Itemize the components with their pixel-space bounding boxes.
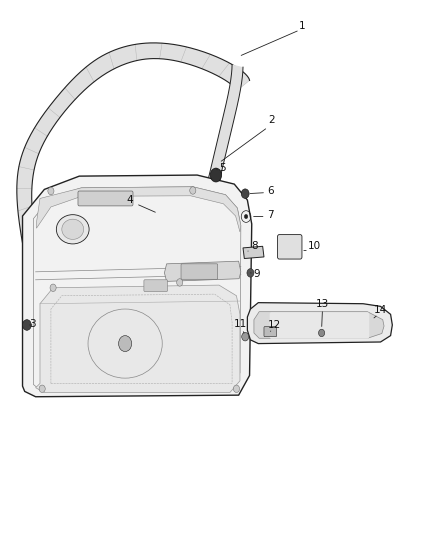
Text: 14: 14 — [374, 305, 387, 315]
Circle shape — [22, 320, 31, 330]
Circle shape — [202, 208, 208, 216]
Circle shape — [242, 333, 249, 341]
Ellipse shape — [62, 219, 84, 239]
Text: 4: 4 — [126, 195, 133, 205]
Polygon shape — [164, 261, 241, 281]
FancyBboxPatch shape — [181, 264, 218, 279]
Text: 13: 13 — [316, 298, 329, 309]
Polygon shape — [17, 43, 250, 256]
Circle shape — [233, 385, 240, 392]
FancyBboxPatch shape — [278, 235, 302, 259]
Text: 11: 11 — [233, 319, 247, 329]
Text: 8: 8 — [251, 241, 258, 251]
Polygon shape — [22, 175, 252, 397]
Circle shape — [247, 269, 254, 277]
Text: 5: 5 — [219, 163, 226, 173]
Text: 6: 6 — [267, 186, 273, 196]
Circle shape — [190, 187, 196, 194]
Polygon shape — [247, 303, 392, 344]
Ellipse shape — [77, 298, 173, 389]
Circle shape — [318, 329, 325, 337]
Circle shape — [244, 214, 248, 219]
Text: 1: 1 — [299, 21, 305, 31]
Circle shape — [39, 385, 45, 392]
Text: 12: 12 — [268, 320, 282, 330]
Circle shape — [28, 279, 33, 286]
Circle shape — [241, 189, 249, 198]
FancyBboxPatch shape — [264, 327, 277, 337]
Circle shape — [48, 187, 54, 195]
Polygon shape — [36, 187, 241, 232]
FancyBboxPatch shape — [144, 280, 167, 292]
FancyBboxPatch shape — [23, 273, 50, 292]
Polygon shape — [35, 285, 240, 392]
Circle shape — [210, 168, 222, 182]
Ellipse shape — [57, 215, 89, 244]
FancyBboxPatch shape — [78, 191, 133, 206]
Circle shape — [177, 279, 183, 286]
Ellipse shape — [88, 309, 162, 378]
Text: 2: 2 — [268, 115, 275, 125]
Circle shape — [50, 284, 56, 292]
FancyBboxPatch shape — [270, 312, 369, 339]
Text: 7: 7 — [267, 210, 273, 220]
Polygon shape — [201, 64, 243, 205]
Polygon shape — [243, 246, 264, 259]
Polygon shape — [254, 312, 384, 338]
Circle shape — [119, 336, 132, 352]
Text: 10: 10 — [307, 241, 321, 251]
Text: 9: 9 — [254, 270, 260, 279]
Text: 3: 3 — [29, 319, 35, 329]
